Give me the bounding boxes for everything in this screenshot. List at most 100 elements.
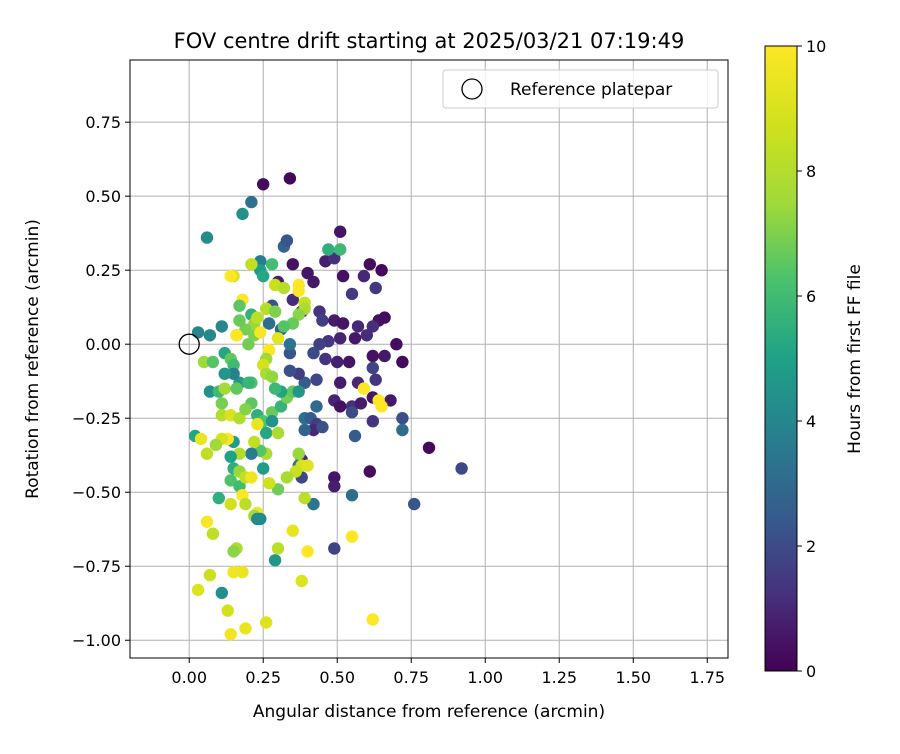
data-point xyxy=(206,355,220,369)
data-point xyxy=(286,293,299,306)
legend-label: Reference platepar xyxy=(510,80,672,100)
data-point xyxy=(345,489,359,502)
data-point xyxy=(328,480,341,493)
data-point xyxy=(292,284,305,298)
data-point xyxy=(408,497,421,511)
data-point xyxy=(257,178,270,191)
data-point xyxy=(336,269,350,283)
data-point xyxy=(334,376,347,389)
data-point xyxy=(233,412,246,425)
data-point xyxy=(307,275,320,289)
data-point xyxy=(203,568,217,582)
data-point xyxy=(245,471,258,484)
x-tick-label: 0.50 xyxy=(319,668,355,687)
data-point xyxy=(215,409,228,422)
data-point xyxy=(313,338,326,351)
data-point xyxy=(239,323,252,336)
colorbar-tick-label: 10 xyxy=(806,37,826,56)
data-point xyxy=(257,269,270,283)
data-point xyxy=(322,243,335,256)
data-point xyxy=(262,477,276,490)
data-point xyxy=(345,406,359,419)
data-point xyxy=(224,474,237,487)
data-point xyxy=(236,565,249,579)
data-point xyxy=(268,382,282,395)
data-point xyxy=(280,234,294,247)
colorbar-tick-label: 0 xyxy=(806,662,816,681)
data-point xyxy=(331,355,344,369)
data-point xyxy=(209,438,223,452)
data-point xyxy=(301,459,314,472)
data-point xyxy=(277,281,291,295)
data-point xyxy=(301,266,314,280)
data-point xyxy=(257,462,270,475)
data-point xyxy=(396,412,409,425)
data-point xyxy=(206,527,220,540)
data-point xyxy=(248,435,261,449)
data-point xyxy=(203,385,217,398)
data-point xyxy=(363,258,376,271)
data-point xyxy=(422,441,436,454)
data-point xyxy=(369,373,382,386)
y-tick-label: −1.00 xyxy=(72,631,121,650)
data-point xyxy=(197,355,211,369)
data-point xyxy=(366,320,379,333)
data-point xyxy=(260,426,273,440)
data-point xyxy=(215,397,228,410)
reference-platepar-marker xyxy=(178,333,200,355)
data-point xyxy=(221,604,234,617)
data-point xyxy=(334,243,347,256)
data-point xyxy=(262,317,276,330)
data-point xyxy=(271,332,285,345)
y-axis-label: Rotation from reference (arcmin) xyxy=(23,219,43,499)
data-point xyxy=(369,281,382,295)
data-point xyxy=(354,397,368,410)
data-point xyxy=(242,338,255,351)
data-point xyxy=(357,269,371,283)
data-point xyxy=(239,403,252,416)
data-point xyxy=(384,394,397,407)
data-point xyxy=(194,432,208,446)
data-point xyxy=(265,370,279,383)
data-point xyxy=(191,326,205,339)
data-point xyxy=(316,314,329,327)
data-point xyxy=(271,483,285,496)
data-point xyxy=(292,385,305,398)
colorbar-tick-label: 8 xyxy=(806,162,816,181)
data-point xyxy=(289,465,302,478)
colorbar-tick-label: 2 xyxy=(806,537,816,556)
data-point xyxy=(375,400,388,413)
data-point xyxy=(245,195,258,209)
data-point xyxy=(218,382,231,395)
data-point xyxy=(251,417,264,431)
y-tick-label: 0.50 xyxy=(85,187,121,206)
data-point xyxy=(274,400,288,413)
chart-title: FOV centre drift starting at 2025/03/21 … xyxy=(174,29,685,53)
data-point xyxy=(357,382,371,395)
data-point xyxy=(233,314,246,327)
data-point xyxy=(239,622,252,635)
data-point xyxy=(224,450,237,463)
data-point xyxy=(301,545,314,558)
data-point xyxy=(265,415,279,428)
data-point xyxy=(224,269,237,283)
data-point xyxy=(286,524,299,537)
data-point xyxy=(283,338,297,351)
colorbar-tick-label: 6 xyxy=(806,287,816,306)
data-point xyxy=(298,376,311,389)
data-point xyxy=(375,264,388,277)
data-point xyxy=(310,400,323,413)
data-points xyxy=(178,172,468,641)
data-point xyxy=(191,583,205,597)
data-point xyxy=(271,426,285,440)
data-point xyxy=(366,349,379,363)
data-point xyxy=(227,565,240,579)
data-point xyxy=(390,338,403,351)
data-point xyxy=(345,287,359,301)
data-point xyxy=(254,326,267,339)
data-point xyxy=(378,311,391,324)
data-point xyxy=(227,358,240,372)
y-tick-label: −0.75 xyxy=(72,557,121,576)
data-point xyxy=(227,367,240,380)
